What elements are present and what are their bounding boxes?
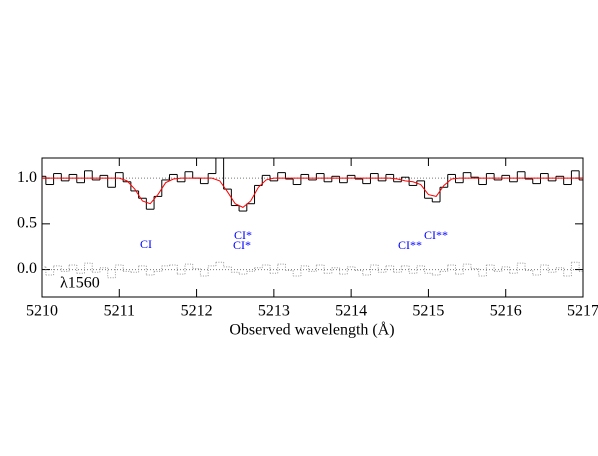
plot-frame — [41, 157, 584, 298]
line-label: λ1560 — [60, 275, 100, 292]
x-tick-label: 5213 — [258, 303, 290, 320]
x-tick-label: 5216 — [490, 303, 522, 320]
line-annotation: CI** — [424, 228, 448, 242]
x-tick-label: 5215 — [412, 303, 444, 320]
y-tick-label: 0.0 — [17, 260, 37, 277]
x-axis-label: Observed wavelength (Å) — [229, 321, 394, 339]
x-tick-label: 5210 — [26, 303, 58, 320]
x-tick-label: 5217 — [567, 303, 598, 320]
line-annotation: CI** — [398, 238, 422, 252]
line-annotation: CI* — [234, 228, 252, 242]
y-tick-label: 0.5 — [17, 215, 37, 232]
x-tick-label: 5212 — [181, 303, 213, 320]
x-tick-label: 5214 — [335, 303, 367, 320]
model-line — [42, 177, 583, 208]
x-tick-label: 5211 — [104, 303, 135, 320]
line-annotation: CI — [140, 237, 152, 251]
line-annotation: CI* — [233, 238, 251, 252]
y-tick-label: 1.0 — [17, 169, 37, 186]
